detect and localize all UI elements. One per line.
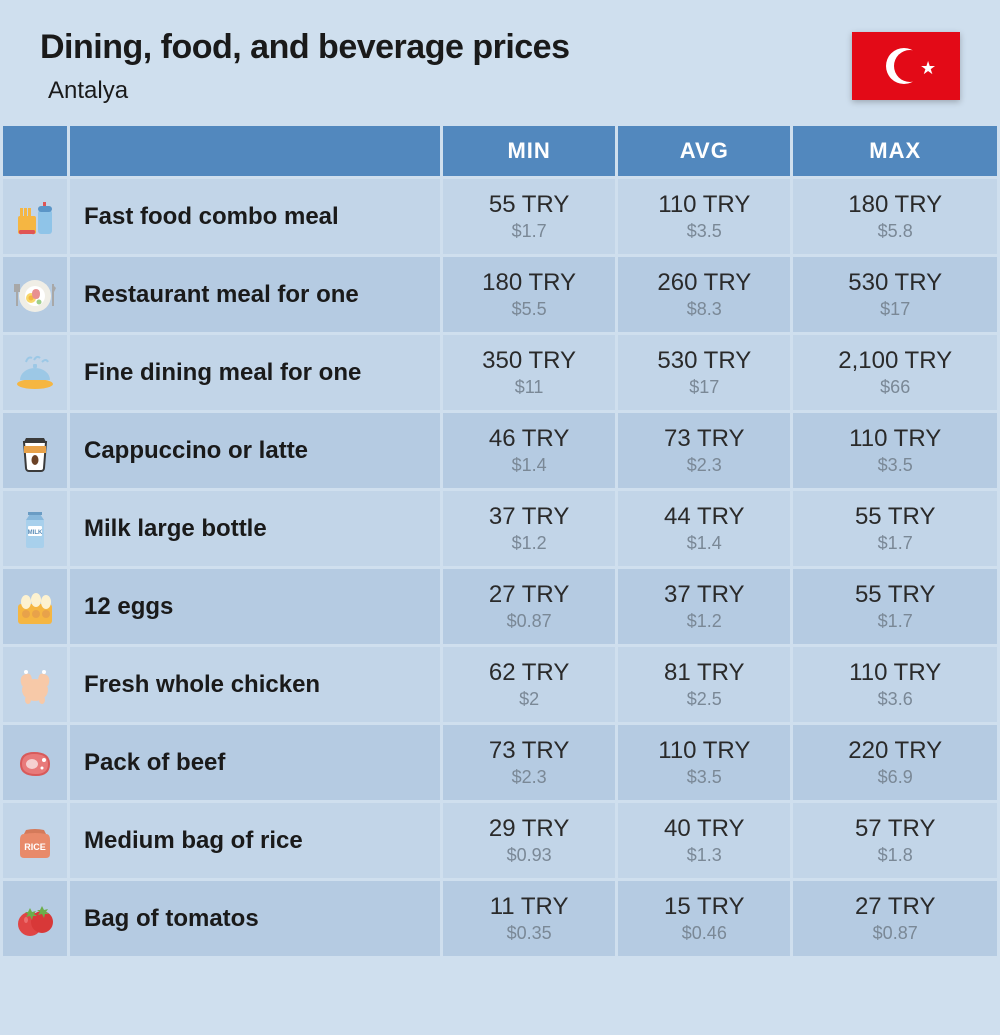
- price-max: 55 TRY$1.7: [793, 491, 997, 566]
- tomato-icon: [3, 881, 67, 956]
- price-avg: 110 TRY$3.5: [618, 179, 790, 254]
- table-row: Cappuccino or latte46 TRY$1.473 TRY$2.31…: [3, 413, 997, 488]
- price-min: 27 TRY$0.87: [443, 569, 615, 644]
- table-row: Restaurant meal for one180 TRY$5.5260 TR…: [3, 257, 997, 332]
- price-min: 73 TRY$2.3: [443, 725, 615, 800]
- item-label: Bag of tomatos: [70, 881, 440, 956]
- price-max: 27 TRY$0.87: [793, 881, 997, 956]
- item-label: Cappuccino or latte: [70, 413, 440, 488]
- fastfood-icon: [3, 179, 67, 254]
- table-row: 12 eggs27 TRY$0.8737 TRY$1.255 TRY$1.7: [3, 569, 997, 644]
- price-max: 55 TRY$1.7: [793, 569, 997, 644]
- eggs-icon: [3, 569, 67, 644]
- price-min: 350 TRY$11: [443, 335, 615, 410]
- item-label: Milk large bottle: [70, 491, 440, 566]
- price-max: 110 TRY$3.6: [793, 647, 997, 722]
- milk-icon: [3, 491, 67, 566]
- coffee-icon: [3, 413, 67, 488]
- price-max: 110 TRY$3.5: [793, 413, 997, 488]
- table-row: Milk large bottle37 TRY$1.244 TRY$1.455 …: [3, 491, 997, 566]
- beef-icon: [3, 725, 67, 800]
- price-max: 530 TRY$17: [793, 257, 997, 332]
- location-subtitle: Antalya: [48, 77, 852, 105]
- price-avg: 40 TRY$1.3: [618, 803, 790, 878]
- page-title: Dining, food, and beverage prices: [40, 28, 852, 67]
- table-row: Fast food combo meal55 TRY$1.7110 TRY$3.…: [3, 179, 997, 254]
- item-label: 12 eggs: [70, 569, 440, 644]
- col-header-min: MIN: [443, 126, 615, 176]
- restaurant-icon: [3, 257, 67, 332]
- price-avg: 44 TRY$1.4: [618, 491, 790, 566]
- col-header-blank-label: [70, 126, 440, 176]
- price-min: 180 TRY$5.5: [443, 257, 615, 332]
- price-avg: 530 TRY$17: [618, 335, 790, 410]
- item-label: Pack of beef: [70, 725, 440, 800]
- price-avg: 110 TRY$3.5: [618, 725, 790, 800]
- table-row: Medium bag of rice29 TRY$0.9340 TRY$1.35…: [3, 803, 997, 878]
- chicken-icon: [3, 647, 67, 722]
- price-min: 55 TRY$1.7: [443, 179, 615, 254]
- item-label: Fine dining meal for one: [70, 335, 440, 410]
- table-row: Fresh whole chicken62 TRY$281 TRY$2.5110…: [3, 647, 997, 722]
- table-row: Bag of tomatos11 TRY$0.3515 TRY$0.4627 T…: [3, 881, 997, 956]
- price-max: 180 TRY$5.8: [793, 179, 997, 254]
- price-max: 2,100 TRY$66: [793, 335, 997, 410]
- price-avg: 81 TRY$2.5: [618, 647, 790, 722]
- price-min: 37 TRY$1.2: [443, 491, 615, 566]
- item-label: Medium bag of rice: [70, 803, 440, 878]
- item-label: Restaurant meal for one: [70, 257, 440, 332]
- rice-icon: [3, 803, 67, 878]
- price-min: 62 TRY$2: [443, 647, 615, 722]
- col-header-avg: AVG: [618, 126, 790, 176]
- price-min: 11 TRY$0.35: [443, 881, 615, 956]
- price-min: 29 TRY$0.93: [443, 803, 615, 878]
- price-avg: 37 TRY$1.2: [618, 569, 790, 644]
- price-avg: 73 TRY$2.3: [618, 413, 790, 488]
- item-label: Fast food combo meal: [70, 179, 440, 254]
- price-min: 46 TRY$1.4: [443, 413, 615, 488]
- table-row: Pack of beef73 TRY$2.3110 TRY$3.5220 TRY…: [3, 725, 997, 800]
- col-header-blank-icon: [3, 126, 67, 176]
- finedining-icon: [3, 335, 67, 410]
- item-label: Fresh whole chicken: [70, 647, 440, 722]
- turkey-flag-icon: ★: [852, 32, 960, 100]
- price-max: 57 TRY$1.8: [793, 803, 997, 878]
- price-max: 220 TRY$6.9: [793, 725, 997, 800]
- col-header-max: MAX: [793, 126, 997, 176]
- price-table: MIN AVG MAX Fast food combo meal55 TRY$1…: [0, 123, 1000, 959]
- price-avg: 15 TRY$0.46: [618, 881, 790, 956]
- header: Dining, food, and beverage prices Antaly…: [0, 0, 1000, 123]
- table-row: Fine dining meal for one350 TRY$11530 TR…: [3, 335, 997, 410]
- price-avg: 260 TRY$8.3: [618, 257, 790, 332]
